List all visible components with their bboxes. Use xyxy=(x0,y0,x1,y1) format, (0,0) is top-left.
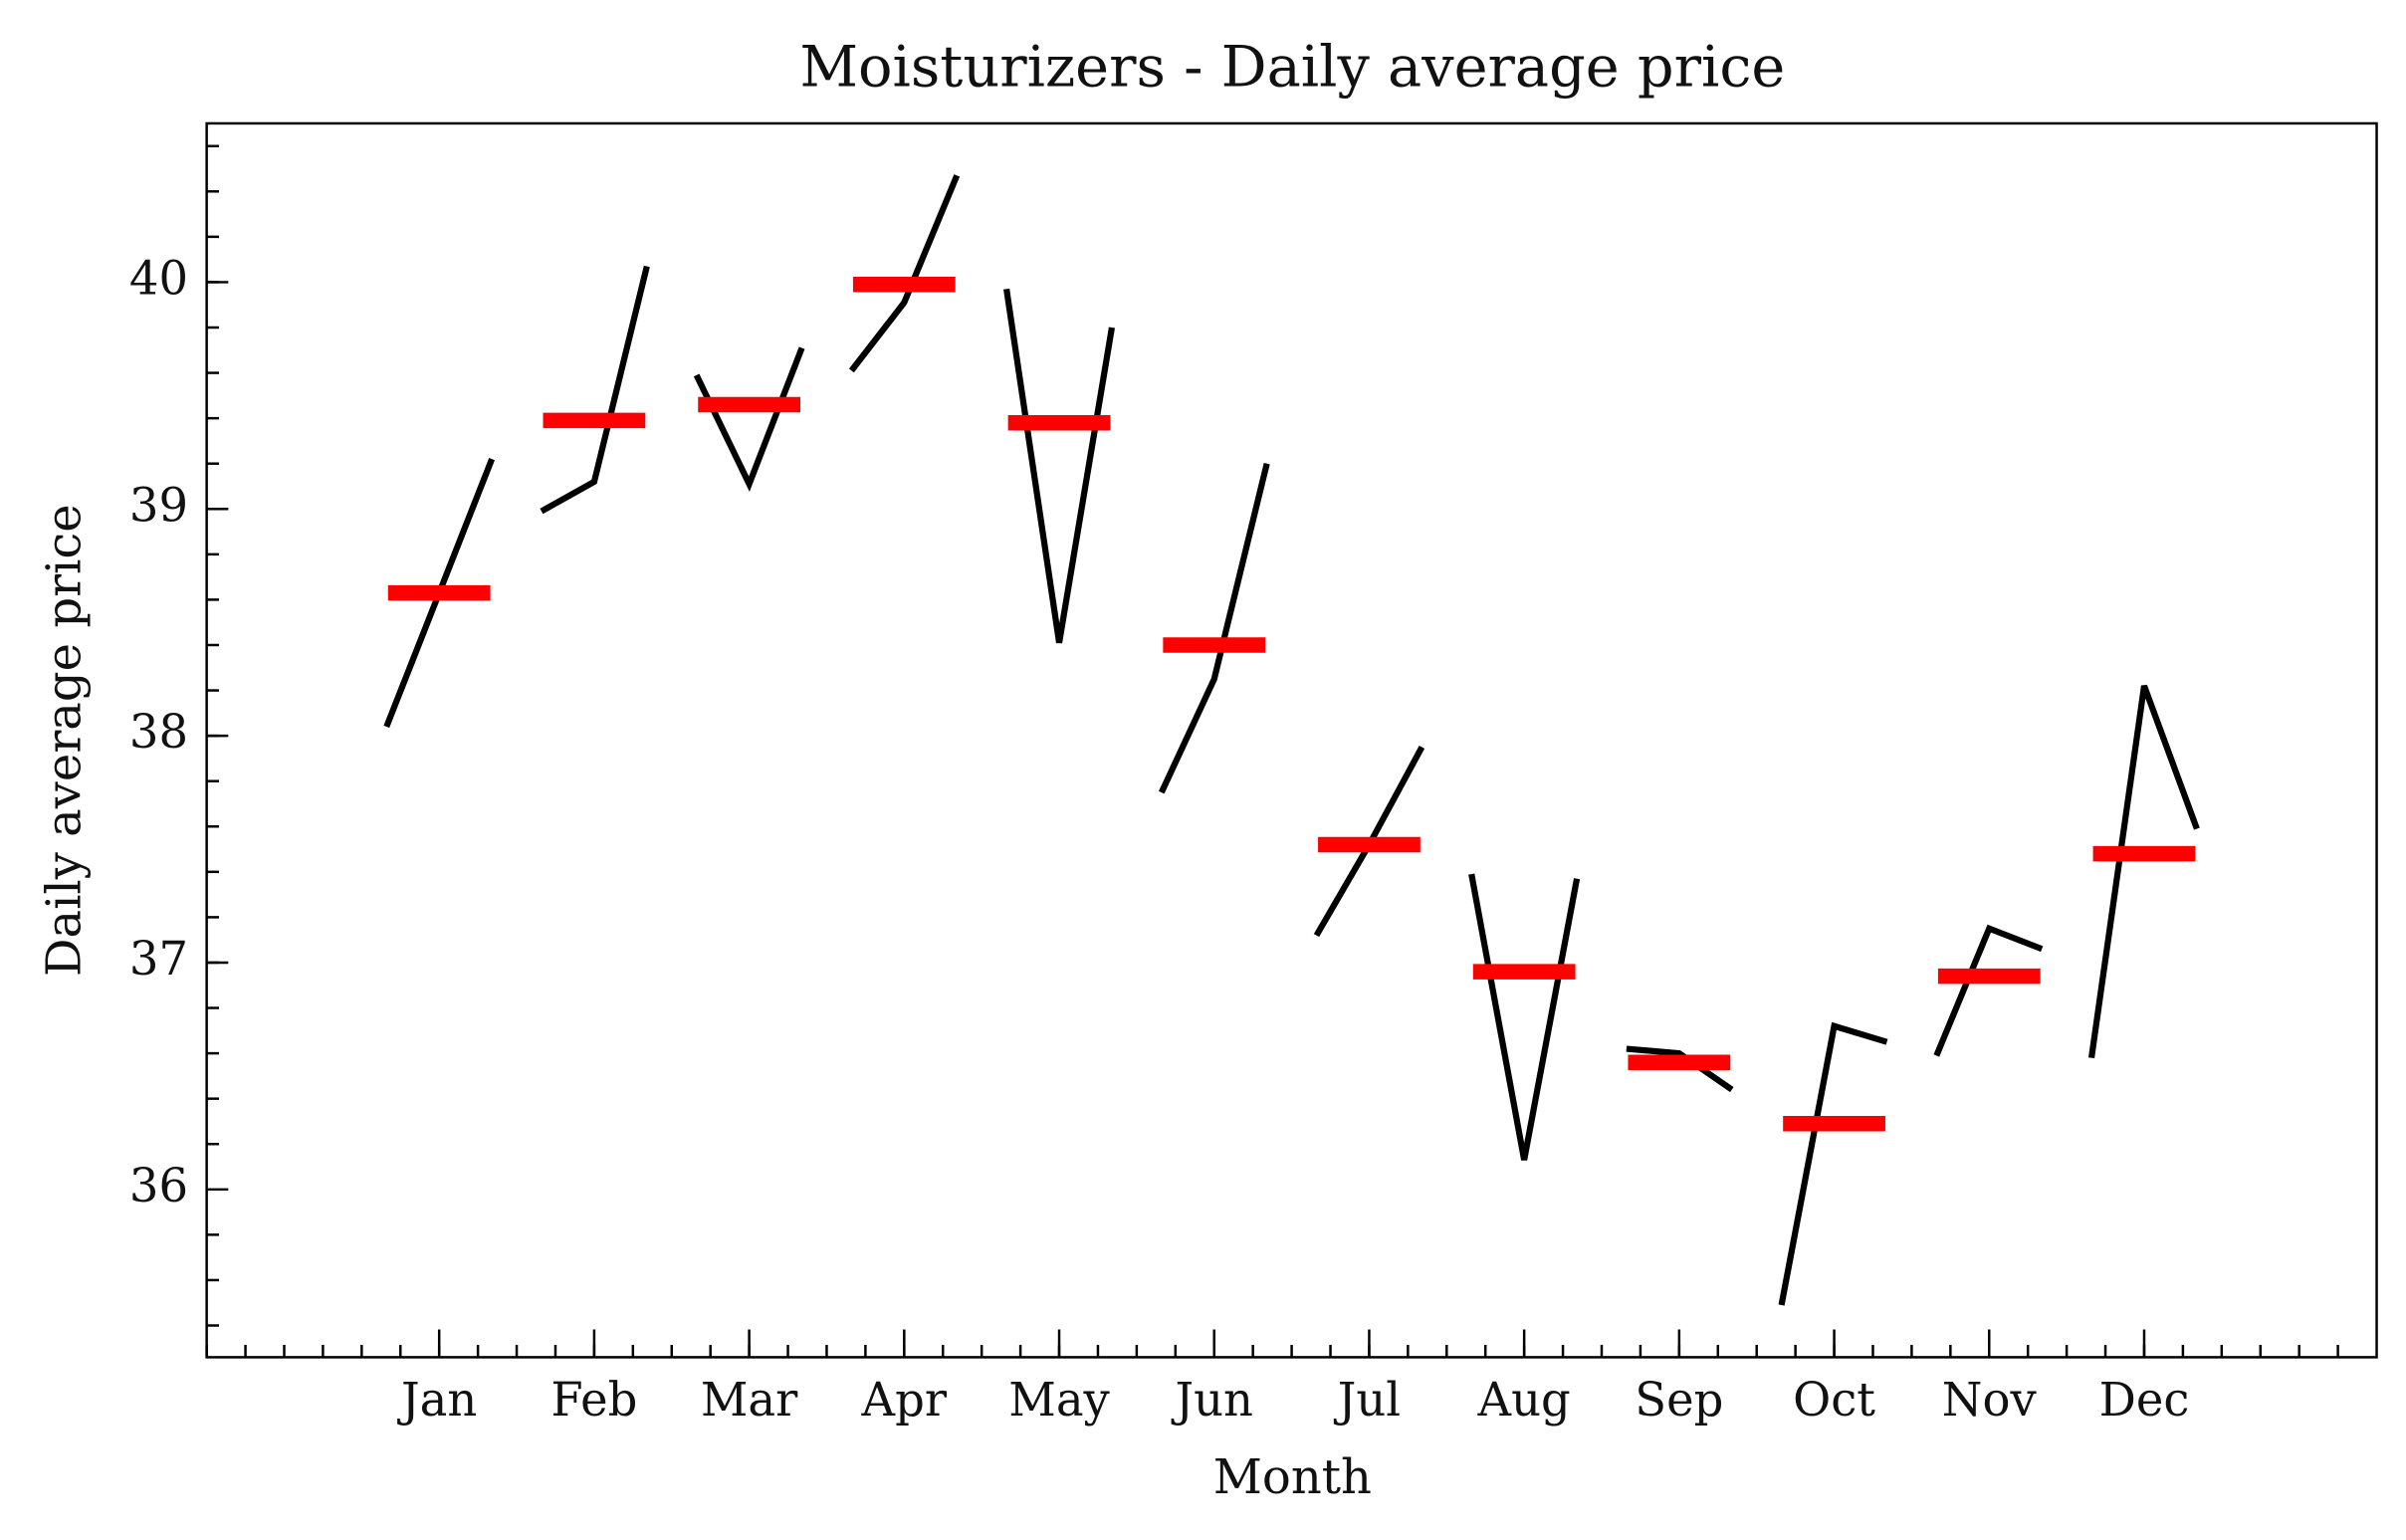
x-tick-label: Jul xyxy=(1334,1373,1401,1427)
x-tick-label: Jan xyxy=(397,1373,477,1427)
chart-title: Moisturizers - Daily average price xyxy=(799,33,1785,100)
subseries-line xyxy=(2087,684,2200,1059)
x-tick-label: May xyxy=(1008,1373,1110,1427)
x-tick-label: Sep xyxy=(1635,1373,1723,1427)
x-tick-label: Feb xyxy=(550,1373,637,1427)
x-tick-label: Nov xyxy=(1942,1373,2038,1427)
x-tick-label: Aug xyxy=(1477,1373,1571,1427)
y-axis-label: Daily average price xyxy=(37,504,93,977)
subseries-line xyxy=(848,174,961,373)
y-tick-label: 36 xyxy=(129,1159,188,1212)
y-tick-label: 39 xyxy=(129,478,188,532)
x-tick-label: Dec xyxy=(2099,1373,2190,1427)
y-tick-label: 37 xyxy=(129,932,188,986)
x-tick-label: Apr xyxy=(861,1373,948,1427)
y-tick-label: 38 xyxy=(129,705,188,759)
x-tick-label: Mar xyxy=(701,1373,798,1427)
x-tick-label: Oct xyxy=(1793,1373,1875,1427)
subseries-line xyxy=(1003,288,1116,644)
subseries-line xyxy=(1626,1045,1734,1093)
y-tick-label: 40 xyxy=(129,251,188,305)
subseries-line xyxy=(540,265,650,515)
subseries-line xyxy=(1933,924,2044,1057)
x-axis-label: Month xyxy=(1213,1449,1372,1505)
x-tick-label: Jun xyxy=(1171,1373,1252,1427)
plot-frame xyxy=(205,121,2378,1359)
subseries-line xyxy=(1158,462,1270,794)
subseries-line xyxy=(1778,1021,1888,1306)
